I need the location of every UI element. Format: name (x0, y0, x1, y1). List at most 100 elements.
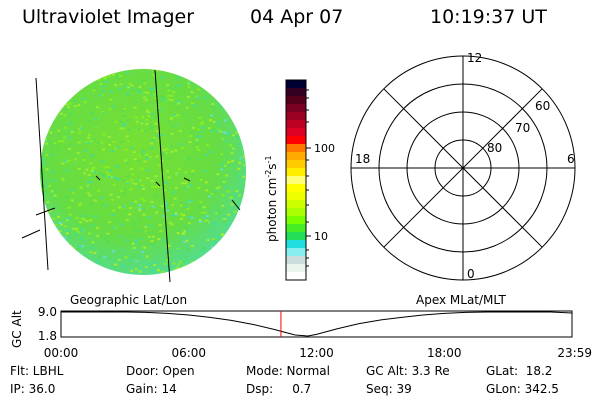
speckle (234, 193, 238, 196)
speckle (134, 239, 138, 242)
speckle (156, 139, 160, 142)
speckle (74, 80, 78, 83)
speckle (178, 272, 182, 275)
colorbar-label-exponent: -2 (264, 169, 273, 178)
speckle (205, 266, 209, 269)
speckle (144, 226, 148, 229)
speckle (187, 199, 191, 202)
speckle (64, 132, 68, 135)
speckle (229, 95, 233, 98)
speckle (221, 95, 225, 98)
speckle (212, 238, 216, 241)
speckle (153, 194, 157, 197)
speckle (215, 187, 219, 190)
speckle (182, 265, 186, 268)
speckle (95, 226, 99, 229)
speckle (230, 246, 234, 249)
speckle (232, 134, 236, 137)
speckle (80, 217, 84, 220)
speckle (67, 159, 71, 162)
speckle (215, 189, 219, 192)
speckle (54, 114, 58, 117)
speckle (75, 229, 79, 232)
speckle (51, 217, 55, 220)
speckle (217, 186, 221, 189)
speckle (199, 131, 203, 134)
speckle (243, 70, 246, 73)
speckle (162, 96, 166, 99)
speckle (63, 114, 67, 117)
time-label: 10:19:37 UT (430, 6, 547, 28)
speckle (114, 84, 118, 87)
speckle (76, 248, 80, 251)
speckle (114, 164, 118, 167)
speckle (223, 101, 227, 104)
speckle (138, 186, 142, 189)
speckle (55, 247, 59, 250)
speckle (57, 234, 61, 237)
speckle (175, 249, 179, 252)
speckle (165, 259, 169, 262)
speckle (224, 186, 228, 189)
speckle (56, 98, 60, 101)
speckle (150, 113, 154, 116)
speckle (239, 133, 243, 136)
speckle (126, 175, 130, 178)
speckle (205, 96, 209, 99)
speckle (242, 203, 246, 206)
speckle (67, 136, 71, 139)
speckle (135, 230, 139, 233)
speckle (205, 189, 209, 192)
speckle (117, 178, 121, 181)
speckle (104, 75, 108, 78)
speckle (189, 134, 193, 137)
speckle (133, 200, 137, 203)
speckle (142, 188, 146, 191)
speckle (51, 229, 55, 232)
speckle (82, 97, 86, 100)
speckle (110, 90, 114, 93)
speckle (167, 244, 171, 247)
speckle (66, 229, 70, 232)
speckle (205, 221, 209, 224)
speckle (96, 266, 100, 269)
speckle (167, 98, 171, 101)
speckle (170, 132, 174, 135)
speckle (150, 201, 154, 204)
speckle (215, 75, 219, 78)
speckle (171, 210, 175, 213)
speckle (120, 189, 124, 192)
speckle (57, 215, 61, 218)
speckle (47, 259, 51, 262)
speckle (211, 129, 215, 132)
speckle (154, 185, 158, 188)
speckle (160, 159, 164, 162)
speckle (68, 102, 72, 105)
speckle (41, 108, 45, 111)
speckle (126, 182, 130, 185)
speckle (100, 94, 104, 97)
colorbar-swatch (286, 272, 306, 281)
speckle (133, 158, 137, 161)
speckle (220, 153, 224, 156)
speckle (154, 97, 158, 100)
colorbar-swatch (286, 176, 306, 185)
speckle (45, 168, 49, 171)
speckle (70, 131, 74, 134)
speckle (229, 144, 233, 147)
speckle (173, 268, 177, 271)
speckle (55, 250, 59, 253)
speckle (44, 103, 48, 106)
speckle (41, 172, 45, 175)
speckle (45, 105, 49, 108)
speckle (219, 251, 223, 254)
speckle (145, 118, 149, 121)
speckle (237, 213, 241, 216)
speckle (150, 142, 154, 145)
speckle (176, 232, 180, 235)
speckle (149, 88, 153, 91)
speckle (206, 221, 210, 224)
mode-status: Mode: Normal (246, 364, 330, 378)
speckle (184, 182, 188, 185)
speckle (163, 262, 167, 265)
